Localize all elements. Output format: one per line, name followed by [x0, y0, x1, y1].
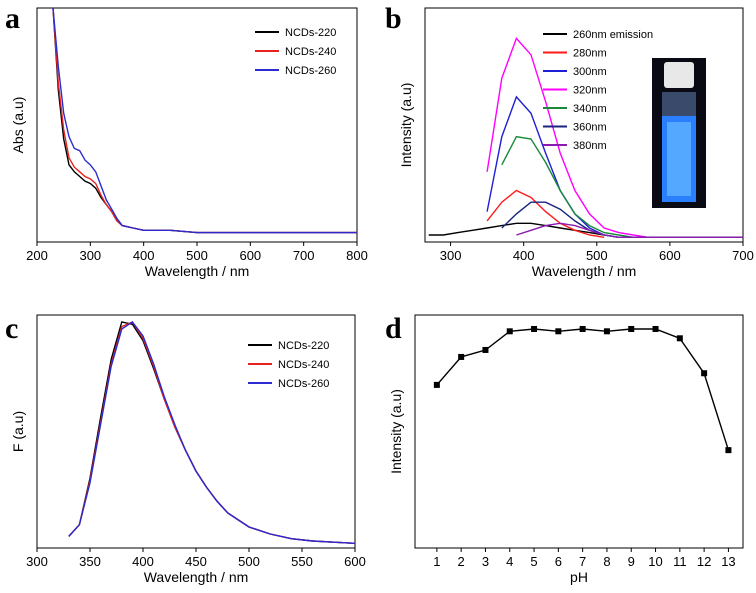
data-marker — [725, 447, 732, 454]
cuvette-photo — [652, 58, 706, 208]
legend-label: 300nm — [573, 66, 607, 78]
x-tick-label: 12 — [697, 554, 711, 569]
legend-label: 280nm — [573, 48, 607, 60]
data-marker — [603, 328, 610, 335]
x-axis-title: pH — [570, 569, 588, 585]
x-tick-label: 400 — [513, 248, 535, 263]
x-tick-label: 300 — [26, 554, 48, 569]
x-tick-label: 500 — [586, 248, 608, 263]
data-line — [501, 135, 743, 238]
legend-label: 340nm — [573, 103, 607, 115]
legend-label: 360nm — [573, 122, 607, 134]
data-marker — [482, 346, 489, 353]
x-tick-label: 7 — [579, 554, 586, 569]
x-tick-label: 2 — [458, 554, 465, 569]
x-tick-label: 11 — [673, 554, 687, 569]
x-tick-label: 400 — [132, 554, 154, 569]
x-axis-title: Wavelength / nm — [144, 569, 249, 585]
x-tick-label: 700 — [732, 248, 754, 263]
legend-label: NCDs-220 — [285, 27, 336, 39]
legend-label: NCDs-260 — [278, 378, 329, 390]
y-axis-title: Abs (a.u) — [10, 97, 26, 154]
data-line — [52, 7, 357, 234]
x-tick-label: 600 — [239, 248, 261, 263]
data-line — [516, 222, 743, 238]
plot-frame — [36, 7, 358, 243]
legend-label: 380nm — [573, 140, 607, 152]
legend-label: NCDs-240 — [278, 359, 329, 371]
x-tick-label: 350 — [79, 554, 101, 569]
x-tick-label: 500 — [186, 248, 208, 263]
data-line — [436, 328, 730, 451]
panel-label: b — [385, 2, 402, 35]
data-line — [52, 7, 357, 234]
x-axis-title: Wavelength / nm — [145, 263, 250, 279]
x-tick-label: 5 — [530, 554, 537, 569]
x-tick-label: 300 — [79, 248, 101, 263]
x-tick-label: 300 — [440, 248, 462, 263]
legend-label: NCDs-220 — [278, 340, 329, 352]
y-axis-title: Intensity (a.u) — [398, 83, 414, 168]
x-tick-label: 8 — [603, 554, 610, 569]
x-tick-label: 600 — [344, 554, 366, 569]
x-tick-label: 3 — [482, 554, 489, 569]
data-marker — [628, 325, 635, 332]
x-tick-label: 13 — [721, 554, 735, 569]
x-tick-label: 4 — [506, 554, 513, 569]
data-marker — [433, 381, 440, 388]
panel-label: c — [5, 312, 18, 345]
data-line — [52, 7, 357, 234]
plot-frame — [414, 314, 744, 549]
x-tick-label: 500 — [238, 554, 260, 569]
x-tick-label: 700 — [293, 248, 315, 263]
x-tick-label: 800 — [346, 248, 368, 263]
data-marker — [506, 328, 513, 335]
panel-label: d — [385, 312, 402, 345]
x-tick-label: 1 — [433, 554, 440, 569]
x-tick-label: 200 — [26, 248, 48, 263]
x-tick-label: 450 — [185, 554, 207, 569]
data-marker — [579, 325, 586, 332]
x-tick-label: 600 — [659, 248, 681, 263]
legend-label: 260nm emission — [573, 29, 653, 41]
data-marker — [652, 325, 659, 332]
x-tick-label: 550 — [291, 554, 313, 569]
data-marker — [701, 370, 708, 377]
data-line — [428, 222, 605, 236]
legend-label: NCDs-260 — [285, 65, 336, 77]
data-marker — [458, 353, 465, 360]
x-tick-label: 10 — [648, 554, 662, 569]
legend-label: NCDs-240 — [285, 46, 336, 58]
data-marker — [555, 328, 562, 335]
data-line — [68, 321, 356, 544]
panel-label: a — [5, 2, 20, 35]
data-line — [68, 321, 356, 544]
x-tick-label: 6 — [555, 554, 562, 569]
plot-frame — [424, 7, 744, 243]
y-axis-title: Intensity (a.u) — [388, 389, 404, 474]
x-tick-label: 400 — [133, 248, 155, 263]
x-tick-label: 9 — [628, 554, 635, 569]
x-axis-title: Wavelength / nm — [532, 263, 637, 279]
legend-label: 320nm — [573, 85, 607, 97]
y-axis-title: F (a.u) — [10, 411, 26, 452]
data-line — [501, 201, 743, 238]
data-marker — [676, 335, 683, 342]
data-line — [486, 189, 605, 238]
data-marker — [531, 325, 538, 332]
